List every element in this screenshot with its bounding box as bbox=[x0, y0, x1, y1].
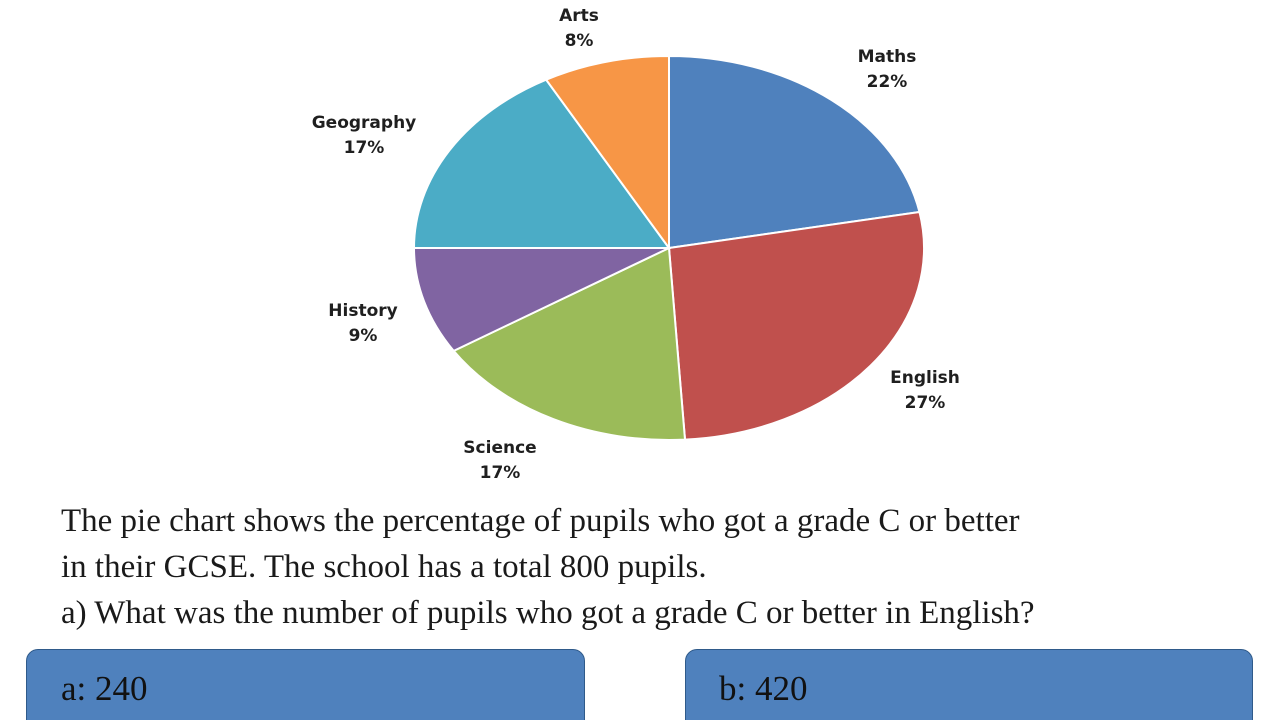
slice-value-history: 9% bbox=[349, 326, 378, 346]
pie-slice-english bbox=[667, 210, 925, 441]
question-line-3: a) What was the number of pupils who got… bbox=[61, 595, 1035, 631]
pie-slice-science bbox=[452, 246, 687, 441]
pie-chart: Maths 22% English 27% Science 17% History 9% Geo… bbox=[312, 6, 960, 483]
question-text: The pie chart shows the percentage of pu… bbox=[61, 498, 1251, 636]
slice-value-science: 17% bbox=[480, 463, 521, 483]
slice-label-geography: Geography bbox=[312, 113, 417, 133]
pie-slice-history bbox=[412, 247, 670, 353]
slice-label-english: English bbox=[890, 368, 960, 388]
slice-value-arts: 8% bbox=[565, 31, 594, 51]
question-line-2: in their GCSE. The school has a total 80… bbox=[61, 549, 707, 585]
slice-value-english: 27% bbox=[905, 393, 946, 413]
pie-slice-geography bbox=[412, 78, 671, 249]
question-line-1: The pie chart shows the percentage of pu… bbox=[61, 503, 1020, 539]
slice-label-history: History bbox=[328, 301, 397, 321]
slice-label-arts: Arts bbox=[559, 6, 599, 26]
pie-labels: Maths 22% English 27% Science 17% History 9% Geo… bbox=[312, 6, 960, 483]
answer-button-b[interactable]: b: 420 bbox=[685, 649, 1253, 720]
slice-value-maths: 22% bbox=[867, 72, 908, 92]
answer-button-a[interactable]: a: 240 bbox=[26, 649, 585, 720]
slice-value-geography: 17% bbox=[344, 138, 385, 158]
slice-label-science: Science bbox=[463, 438, 536, 458]
slice-label-maths: Maths bbox=[858, 47, 917, 67]
pie-slice-arts bbox=[544, 54, 670, 252]
pie-slice-maths bbox=[668, 54, 921, 250]
pie-slices bbox=[412, 54, 925, 441]
